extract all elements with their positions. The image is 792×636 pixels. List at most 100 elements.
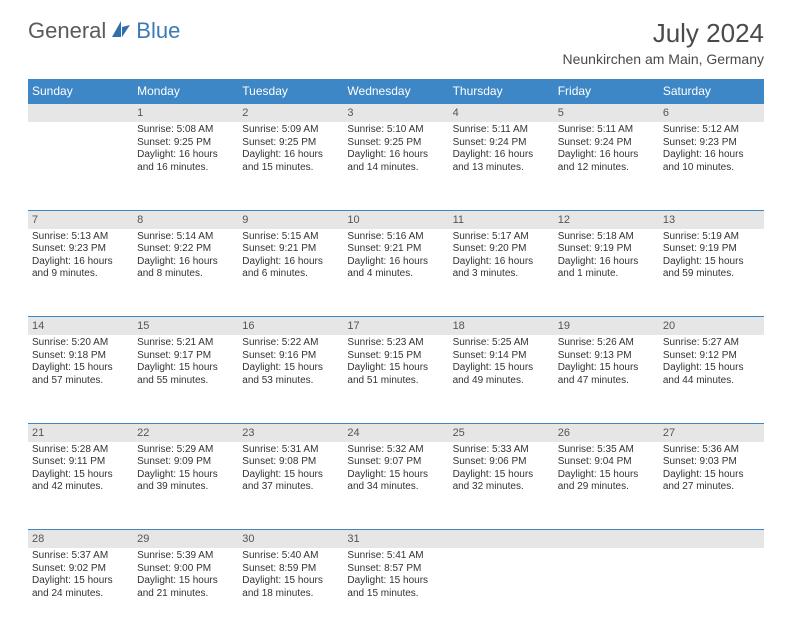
daylight-text: Daylight: 16 hours and 8 minutes. xyxy=(137,256,234,281)
day-cell: Sunrise: 5:08 AMSunset: 9:25 PMDaylight:… xyxy=(133,122,238,210)
sunrise-text: Sunrise: 5:15 AM xyxy=(242,231,339,244)
sunset-text: Sunset: 9:16 PM xyxy=(242,350,339,363)
sunrise-text: Sunrise: 5:33 AM xyxy=(453,444,550,457)
day-cell: Sunrise: 5:20 AMSunset: 9:18 PMDaylight:… xyxy=(28,335,133,423)
sunset-text: Sunset: 9:25 PM xyxy=(347,137,444,150)
day-cell: Sunrise: 5:18 AMSunset: 9:19 PMDaylight:… xyxy=(554,229,659,317)
day-number: 27 xyxy=(659,423,764,442)
daylight-text: Daylight: 16 hours and 4 minutes. xyxy=(347,256,444,281)
daynum-row: 14151617181920 xyxy=(28,317,764,336)
sunset-text: Sunset: 8:59 PM xyxy=(242,563,339,576)
daylight-text: Daylight: 15 hours and 51 minutes. xyxy=(347,362,444,387)
page-title: July 2024 xyxy=(562,18,764,49)
day-number: 16 xyxy=(238,317,343,336)
daylight-text: Daylight: 16 hours and 1 minute. xyxy=(558,256,655,281)
daylight-text: Daylight: 15 hours and 37 minutes. xyxy=(242,469,339,494)
day-cell xyxy=(554,548,659,636)
daynum-row: 78910111213 xyxy=(28,210,764,229)
sunset-text: Sunset: 9:18 PM xyxy=(32,350,129,363)
header: General Blue July 2024 Neunkirchen am Ma… xyxy=(0,0,792,67)
day-cell xyxy=(659,548,764,636)
day-cell xyxy=(449,548,554,636)
day-header: Thursday xyxy=(449,79,554,104)
sunset-text: Sunset: 9:06 PM xyxy=(453,456,550,469)
sunset-text: Sunset: 9:13 PM xyxy=(558,350,655,363)
sunrise-text: Sunrise: 5:20 AM xyxy=(32,337,129,350)
sunrise-text: Sunrise: 5:19 AM xyxy=(663,231,760,244)
day-cell: Sunrise: 5:31 AMSunset: 9:08 PMDaylight:… xyxy=(238,442,343,530)
sunrise-text: Sunrise: 5:12 AM xyxy=(663,124,760,137)
day-number: 2 xyxy=(238,104,343,123)
sunset-text: Sunset: 9:22 PM xyxy=(137,243,234,256)
day-number: 6 xyxy=(659,104,764,123)
logo-text-general: General xyxy=(28,18,106,44)
sunrise-text: Sunrise: 5:25 AM xyxy=(453,337,550,350)
sunrise-text: Sunrise: 5:27 AM xyxy=(663,337,760,350)
day-cell: Sunrise: 5:41 AMSunset: 8:57 PMDaylight:… xyxy=(343,548,448,636)
day-cell: Sunrise: 5:11 AMSunset: 9:24 PMDaylight:… xyxy=(449,122,554,210)
daylight-text: Daylight: 16 hours and 10 minutes. xyxy=(663,149,760,174)
sunrise-text: Sunrise: 5:37 AM xyxy=(32,550,129,563)
daylight-text: Daylight: 16 hours and 15 minutes. xyxy=(242,149,339,174)
sunrise-text: Sunrise: 5:16 AM xyxy=(347,231,444,244)
day-cell: Sunrise: 5:22 AMSunset: 9:16 PMDaylight:… xyxy=(238,335,343,423)
daylight-text: Daylight: 16 hours and 9 minutes. xyxy=(32,256,129,281)
day-cell: Sunrise: 5:37 AMSunset: 9:02 PMDaylight:… xyxy=(28,548,133,636)
day-header: Tuesday xyxy=(238,79,343,104)
week-row: Sunrise: 5:20 AMSunset: 9:18 PM Daylight:… xyxy=(28,335,764,423)
daylight-text: Daylight: 15 hours and 29 minutes. xyxy=(558,469,655,494)
sunset-text: Sunset: 9:08 PM xyxy=(242,456,339,469)
sail-icon xyxy=(110,19,132,44)
day-cell: Sunrise: 5:13 AMSunset: 9:23 PMDaylight:… xyxy=(28,229,133,317)
day-cell: Sunrise: 5:28 AMSunset: 9:11 PMDaylight:… xyxy=(28,442,133,530)
day-cell: Sunrise: 5:32 AMSunset: 9:07 PMDaylight:… xyxy=(343,442,448,530)
day-number xyxy=(449,530,554,549)
day-header-row: SundayMondayTuesdayWednesdayThursdayFrid… xyxy=(28,79,764,104)
sunset-text: Sunset: 9:25 PM xyxy=(242,137,339,150)
sunrise-text: Sunrise: 5:31 AM xyxy=(242,444,339,457)
day-number: 26 xyxy=(554,423,659,442)
sunrise-text: Sunrise: 5:23 AM xyxy=(347,337,444,350)
daylight-text: Daylight: 15 hours and 44 minutes. xyxy=(663,362,760,387)
day-cell: Sunrise: 5:29 AMSunset: 9:09 PMDaylight:… xyxy=(133,442,238,530)
daylight-text: Daylight: 16 hours and 12 minutes. xyxy=(558,149,655,174)
sunrise-text: Sunrise: 5:32 AM xyxy=(347,444,444,457)
sunrise-text: Sunrise: 5:21 AM xyxy=(137,337,234,350)
sunset-text: Sunset: 9:03 PM xyxy=(663,456,760,469)
sunrise-text: Sunrise: 5:10 AM xyxy=(347,124,444,137)
sunrise-text: Sunrise: 5:35 AM xyxy=(558,444,655,457)
daylight-text: Daylight: 15 hours and 47 minutes. xyxy=(558,362,655,387)
sunset-text: Sunset: 9:25 PM xyxy=(137,137,234,150)
day-cell xyxy=(28,122,133,210)
location-label: Neunkirchen am Main, Germany xyxy=(562,51,764,67)
sunset-text: Sunset: 9:23 PM xyxy=(663,137,760,150)
sunset-text: Sunset: 9:14 PM xyxy=(453,350,550,363)
day-cell: Sunrise: 5:23 AMSunset: 9:15 PMDaylight:… xyxy=(343,335,448,423)
daynum-row: 21222324252627 xyxy=(28,423,764,442)
logo-text-blue: Blue xyxy=(136,18,180,44)
sunrise-text: Sunrise: 5:28 AM xyxy=(32,444,129,457)
sunrise-text: Sunrise: 5:13 AM xyxy=(32,231,129,244)
sunrise-text: Sunrise: 5:22 AM xyxy=(242,337,339,350)
sunset-text: Sunset: 9:09 PM xyxy=(137,456,234,469)
daylight-text: Daylight: 16 hours and 13 minutes. xyxy=(453,149,550,174)
day-cell: Sunrise: 5:11 AMSunset: 9:24 PMDaylight:… xyxy=(554,122,659,210)
day-number xyxy=(28,104,133,123)
day-number: 10 xyxy=(343,210,448,229)
day-cell: Sunrise: 5:27 AMSunset: 9:12 PMDaylight:… xyxy=(659,335,764,423)
day-number xyxy=(659,530,764,549)
week-row: Sunrise: 5:37 AMSunset: 9:02 PMDaylight:… xyxy=(28,548,764,636)
day-number: 23 xyxy=(238,423,343,442)
sunset-text: Sunset: 9:15 PM xyxy=(347,350,444,363)
day-number: 22 xyxy=(133,423,238,442)
week-row: Sunrise: 5:08 AMSunset: 9:25 PMDaylight:… xyxy=(28,122,764,210)
sunset-text: Sunset: 9:24 PM xyxy=(558,137,655,150)
sunset-text: Sunset: 9:02 PM xyxy=(32,563,129,576)
daylight-text: Daylight: 16 hours and 3 minutes. xyxy=(453,256,550,281)
day-number: 15 xyxy=(133,317,238,336)
day-header: Monday xyxy=(133,79,238,104)
day-header: Friday xyxy=(554,79,659,104)
sunrise-text: Sunrise: 5:36 AM xyxy=(663,444,760,457)
title-block: July 2024 Neunkirchen am Main, Germany xyxy=(562,18,764,67)
day-cell: Sunrise: 5:25 AMSunset: 9:14 PMDaylight:… xyxy=(449,335,554,423)
